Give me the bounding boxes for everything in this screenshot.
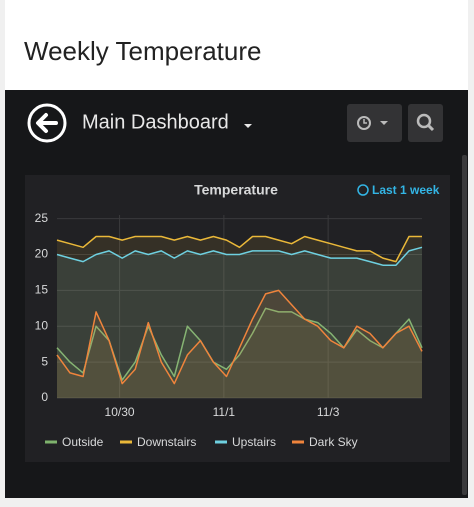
zoom-handle <box>426 123 435 132</box>
area-fill <box>57 308 422 398</box>
y-tick-label: 15 <box>35 283 49 297</box>
legend-label[interactable]: Downstairs <box>137 435 196 449</box>
series-line <box>56 289 423 385</box>
header-bar <box>5 0 468 90</box>
y-tick-label: 5 <box>41 354 48 368</box>
legend-label[interactable]: Outside <box>62 435 104 449</box>
area-fill <box>57 236 422 398</box>
x-tick-label: 10/30 <box>105 405 135 419</box>
y-tick-label: 20 <box>35 247 49 261</box>
y-tick-label: 0 <box>41 390 48 404</box>
legend-label[interactable]: Dark Sky <box>309 435 358 449</box>
back-arrow[interactable] <box>36 113 58 133</box>
page-title: Weekly Temperature <box>24 36 261 66</box>
zoom-button[interactable] <box>408 104 443 142</box>
time-picker-button[interactable] <box>347 104 402 142</box>
zoom-icon <box>416 113 432 129</box>
series-line <box>56 246 423 266</box>
back-button[interactable] <box>27 103 67 143</box>
clock-hands <box>363 119 367 124</box>
back-circle[interactable] <box>27 103 67 143</box>
series-line <box>56 235 422 263</box>
chart-panel <box>25 175 450 462</box>
clock-icon <box>357 116 371 130</box>
time-range[interactable]: Last 1 week <box>372 183 440 197</box>
area-fill <box>57 247 422 398</box>
time-caret <box>380 121 388 125</box>
dashboard-title[interactable]: Main Dashboard <box>82 111 229 133</box>
area-fill <box>57 290 422 398</box>
chart-title: Temperature <box>194 182 278 198</box>
plot: 0 5 10 15 20 25 10/30 11/1 11/3 Outside Downstairs… <box>35 211 423 449</box>
dashboard-caret[interactable] <box>244 124 252 128</box>
x-tick-label: 11/1 <box>213 405 236 419</box>
scrollbar[interactable] <box>462 155 467 495</box>
legend-label[interactable]: Upstairs <box>232 435 276 449</box>
y-tick-label: 10 <box>35 318 49 332</box>
x-tick-label: 11/3 <box>317 405 340 419</box>
range-icon <box>357 184 369 196</box>
y-tick-label: 25 <box>35 211 49 225</box>
